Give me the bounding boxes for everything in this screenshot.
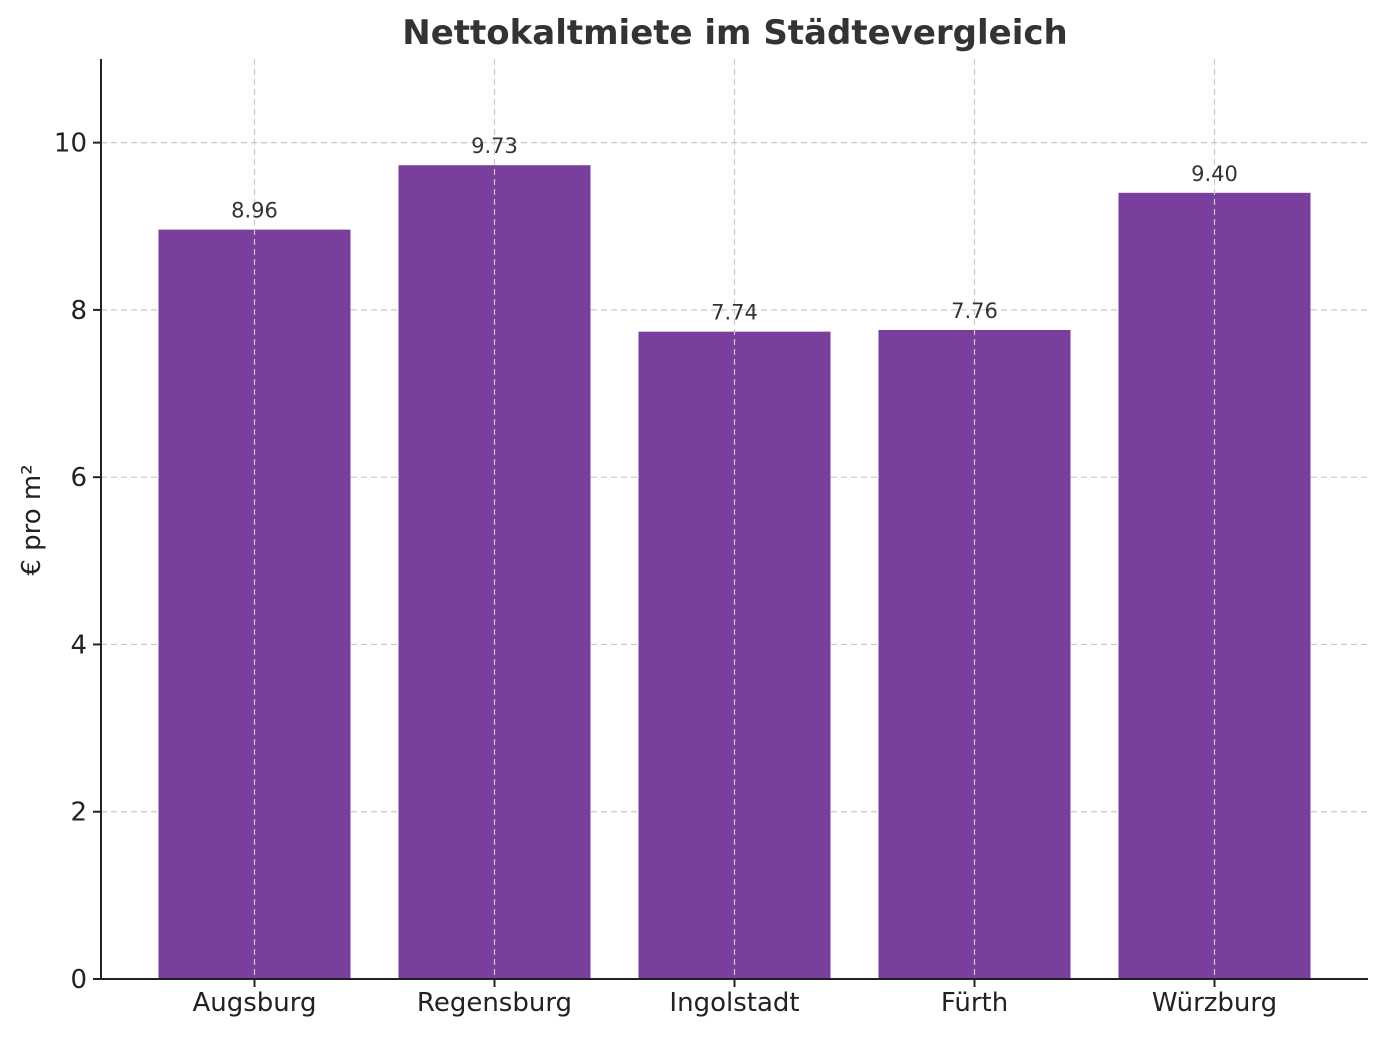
y-axis-label: € pro m² — [17, 464, 47, 575]
labels: 8.96 9.73 7.74 7.76 9.40 0 2 4 6 8 10 Augsburg Regen… — [54, 129, 1277, 1018]
x-tick-label-fürth: Fürth — [941, 988, 1008, 1018]
axes — [93, 59, 1368, 987]
x-tick-label-würzburg: Würzburg — [1152, 988, 1277, 1018]
y-tick-label-3: 6 — [70, 463, 87, 493]
data-label-augsburg: 8.96 — [231, 199, 278, 223]
data-label-ingolstadt: 7.74 — [711, 301, 758, 325]
x-tick-label-regensburg: Regensburg — [417, 988, 572, 1018]
y-tick-label-2: 4 — [70, 630, 87, 660]
y-tick-label-5: 10 — [54, 129, 87, 159]
data-label-fürth: 7.76 — [951, 299, 998, 323]
y-tick-label-0: 0 — [70, 965, 87, 995]
data-label-würzburg: 9.40 — [1191, 162, 1238, 186]
x-tick-label-augsburg: Augsburg — [192, 988, 316, 1018]
chart-title: Nettokaltmiete im Städtevergleich — [402, 13, 1067, 53]
y-tick-label-1: 2 — [70, 798, 87, 828]
y-tick-label-4: 8 — [70, 296, 87, 326]
data-label-regensburg: 9.73 — [471, 134, 518, 158]
x-tick-label-ingolstadt: Ingolstadt — [669, 988, 799, 1018]
